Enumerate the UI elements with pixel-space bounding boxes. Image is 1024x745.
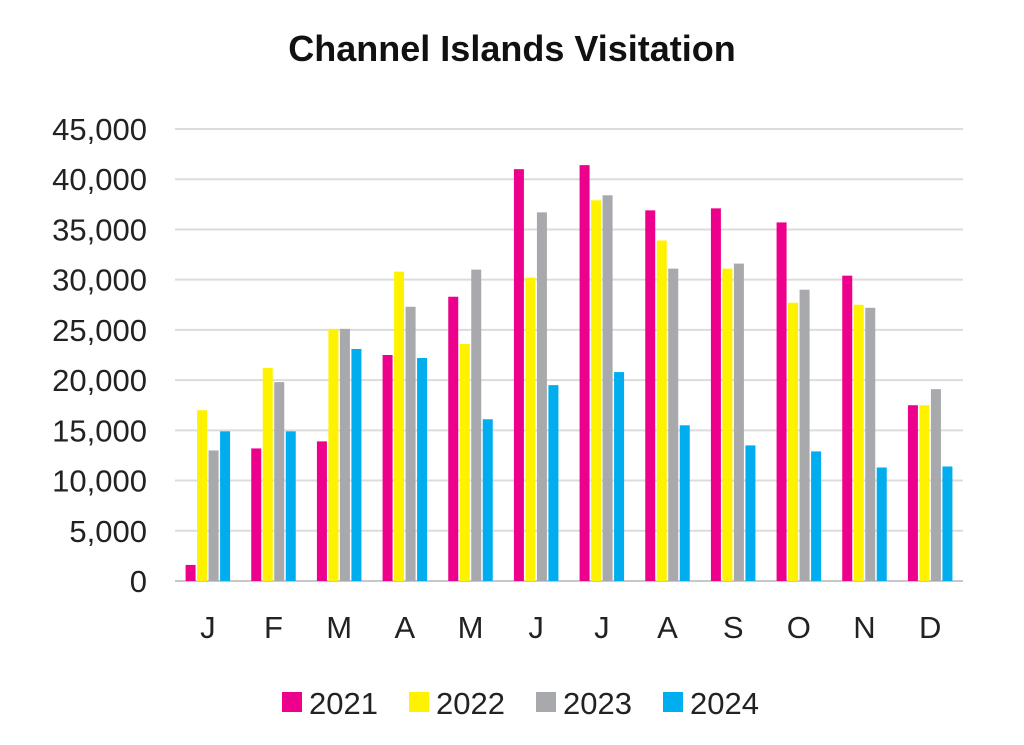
legend-swatch-2023 <box>536 692 556 712</box>
bar-2022-11 <box>853 304 864 581</box>
bar-2024-12 <box>942 466 953 581</box>
x-tick-label: D <box>919 610 941 645</box>
bar-2021-10 <box>776 222 787 581</box>
bar-2023-7 <box>602 195 613 581</box>
y-tick-label: 35,000 <box>52 212 147 247</box>
y-tick-label: 15,000 <box>52 413 147 448</box>
bar-2021-12 <box>907 405 918 581</box>
bar-2022-10 <box>788 302 799 581</box>
bar-2021-9 <box>710 208 721 581</box>
bar-2021-11 <box>842 275 853 581</box>
bar-2022-4 <box>394 271 405 581</box>
bar-2021-4 <box>382 355 393 581</box>
x-tick-label: J <box>528 610 544 645</box>
bar-2024-3 <box>351 348 362 581</box>
y-tick-label: 20,000 <box>52 363 147 398</box>
bar-2023-5 <box>471 269 482 581</box>
bar-2021-3 <box>316 441 327 581</box>
bar-2021-8 <box>645 210 656 582</box>
bar-2021-2 <box>251 448 262 581</box>
bar-2024-7 <box>614 372 625 581</box>
bar-2022-9 <box>722 268 733 581</box>
bar-2022-1 <box>197 410 208 581</box>
legend: 2021 2022 2023 2024 <box>282 686 759 721</box>
legend-swatch-2021 <box>282 692 302 712</box>
bar-2023-8 <box>668 268 679 581</box>
bar-2021-7 <box>579 165 590 581</box>
x-tick-label: A <box>657 610 678 645</box>
bar-2022-8 <box>656 240 667 581</box>
x-tick-label: J <box>594 610 610 645</box>
y-tick-label: 25,000 <box>52 313 147 348</box>
y-tick-label: 40,000 <box>52 162 147 197</box>
bar-2021-1 <box>185 564 196 581</box>
legend-swatch-2024 <box>663 692 683 712</box>
bar-2023-12 <box>930 389 941 581</box>
bar-2024-11 <box>876 467 887 581</box>
bar-2022-2 <box>262 368 273 581</box>
bar-2022-5 <box>459 343 470 581</box>
bar-2023-3 <box>339 328 350 581</box>
bar-2023-4 <box>405 306 416 581</box>
bar-2023-1 <box>208 450 219 581</box>
bar-2022-3 <box>328 328 339 581</box>
legend-label-2024: 2024 <box>690 686 759 721</box>
x-tick-label: A <box>394 610 415 645</box>
legend-label-2021: 2021 <box>309 686 378 721</box>
bar-2023-6 <box>536 212 547 581</box>
bar-2024-1 <box>220 431 231 581</box>
bar-2024-6 <box>548 385 559 581</box>
legend-swatch-2022 <box>409 692 429 712</box>
bar-2023-9 <box>733 263 744 581</box>
gridlines <box>175 128 963 582</box>
legend-label-2022: 2022 <box>436 686 505 721</box>
legend-label-2023: 2023 <box>563 686 632 721</box>
bar-2023-11 <box>865 307 876 581</box>
bar-2023-10 <box>799 289 810 581</box>
x-tick-label: J <box>200 610 216 645</box>
bar-2024-9 <box>745 445 756 581</box>
y-tick-label: 45,000 <box>52 112 147 147</box>
x-tick-label: M <box>326 610 352 645</box>
bar-2023-2 <box>274 382 285 581</box>
y-tick-label: 5,000 <box>69 514 147 549</box>
chart-title: Channel Islands Visitation <box>288 28 736 69</box>
bar-2024-4 <box>417 358 428 581</box>
bar-2021-5 <box>448 296 459 581</box>
bar-2024-5 <box>482 419 493 581</box>
bar-2022-12 <box>919 405 930 581</box>
x-tick-label: F <box>264 610 283 645</box>
bar-2022-6 <box>525 277 536 581</box>
y-axis-ticks: 0 5,000 10,000 15,000 20,000 25,000 30,000 35,0… <box>52 112 147 599</box>
x-tick-label: S <box>723 610 744 645</box>
y-tick-label: 0 <box>130 564 147 599</box>
bar-2021-6 <box>513 169 524 581</box>
bar-2022-7 <box>591 200 602 581</box>
bar-2024-8 <box>679 425 690 581</box>
y-tick-label: 30,000 <box>52 263 147 298</box>
y-tick-label: 10,000 <box>52 464 147 499</box>
x-tick-label: O <box>787 610 811 645</box>
bars <box>185 165 953 582</box>
bar-2024-2 <box>285 431 296 581</box>
x-tick-label: M <box>458 610 484 645</box>
bar-2024-10 <box>811 451 822 581</box>
x-tick-label: N <box>853 610 875 645</box>
